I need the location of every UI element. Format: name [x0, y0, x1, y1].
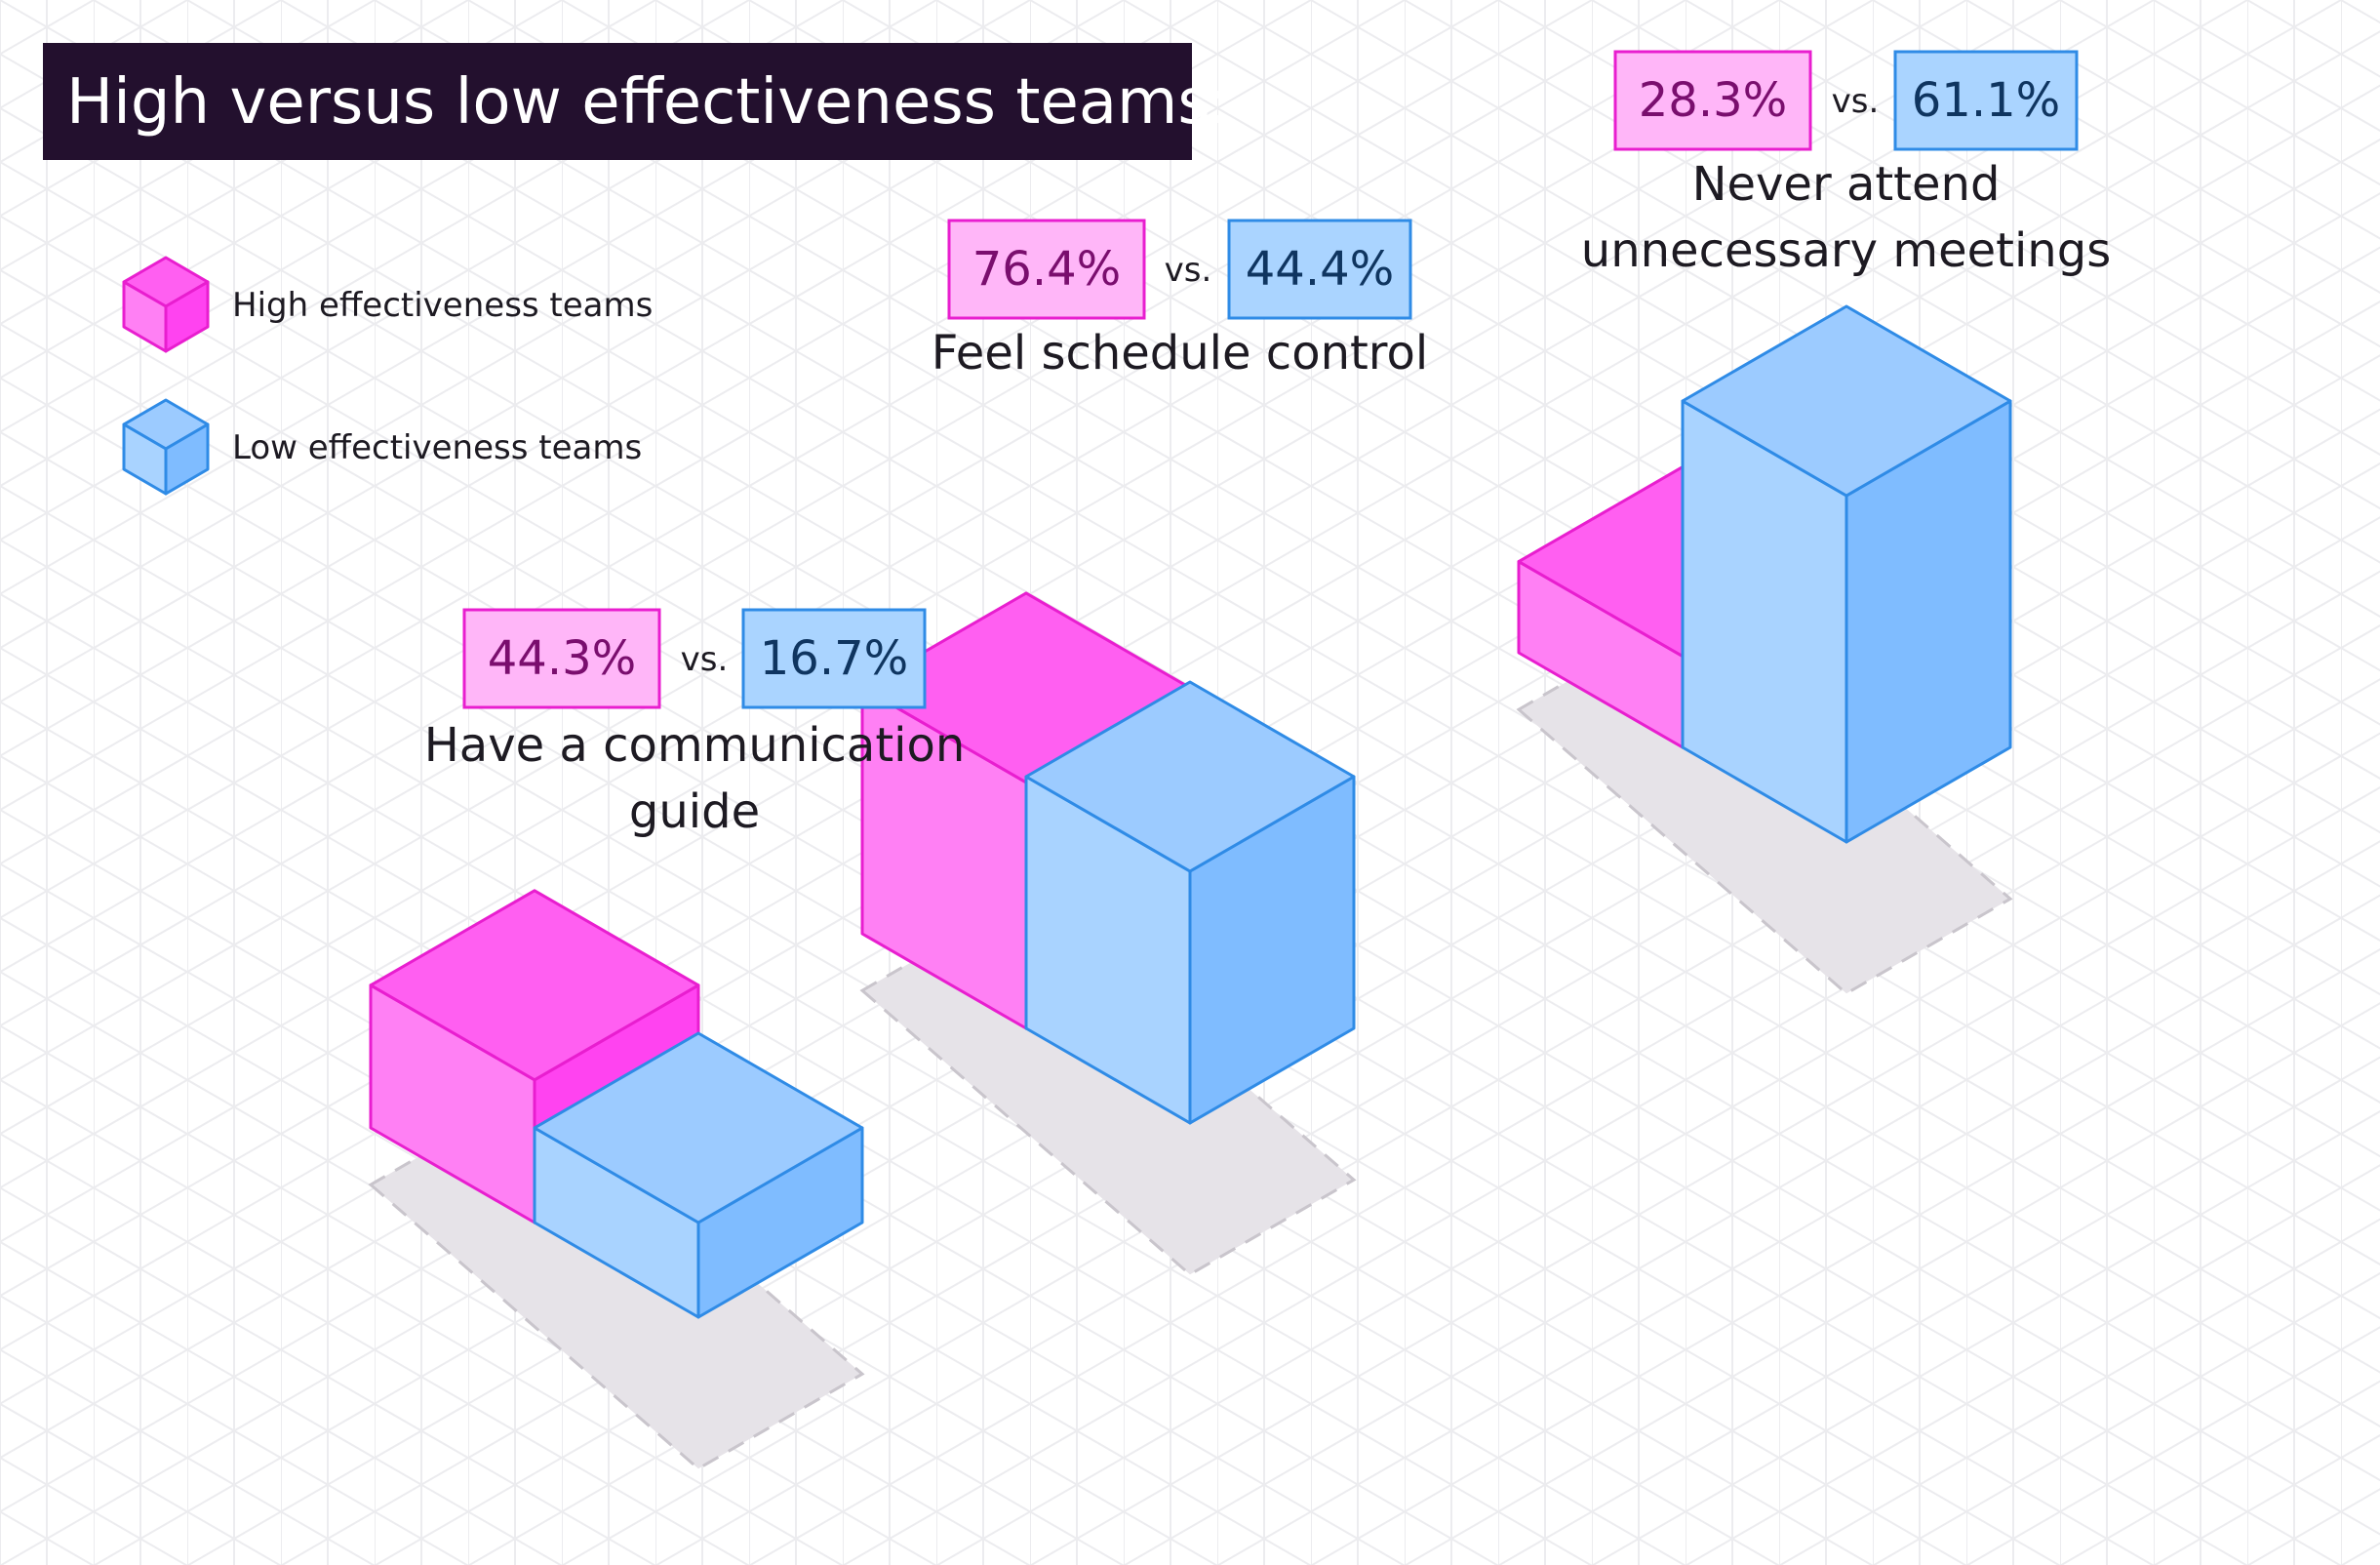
vs-label-1: vs.	[681, 640, 729, 679]
value-label-high-3: 28.3%	[1639, 73, 1787, 128]
title-background	[43, 43, 1192, 160]
value-label-high-box-3	[1613, 50, 1812, 151]
value-label-low-box-1	[741, 608, 927, 709]
value-label-low-box-2	[1227, 219, 1412, 320]
legend: High effectiveness teams Low effectivene…	[122, 256, 653, 496]
value-label-low-3: 61.1%	[1912, 73, 2060, 128]
bars-layer	[368, 304, 2013, 1471]
vs-label-2: vs.	[1165, 251, 1212, 290]
bar-group-3	[1516, 304, 2013, 996]
category-label-2-line-1: Feel schedule control	[932, 326, 1428, 381]
legend-item-high: High effectiveness teams	[122, 256, 653, 353]
category-labels-3: 28.3% vs. 61.1% Never attend unnecessary mee…	[1581, 50, 2111, 278]
value-label-high-box-1	[462, 608, 661, 709]
bar-low-1	[533, 1031, 864, 1319]
bar-low-2-top-face	[1024, 680, 1356, 873]
category-label-1-line-2: guide	[629, 784, 760, 839]
legend-label-high: High effectiveness teams	[232, 286, 653, 325]
value-label-high-1: 44.3%	[488, 631, 636, 686]
bar-low-3-top-face	[1681, 304, 2012, 498]
title-block: High versus low effectiveness teams:	[43, 43, 1231, 160]
chart-title: High versus low effectiveness teams:	[66, 66, 1231, 139]
category-label-3-line-1: Never attend	[1692, 157, 2001, 212]
pink-cube-icon	[122, 256, 210, 353]
blue-cube-icon	[122, 398, 210, 496]
legend-item-low: Low effectiveness teams	[122, 398, 642, 496]
bar-low-1-top-face	[533, 1031, 864, 1224]
category-labels-2: 76.4% vs. 44.4% Feel schedule control	[932, 219, 1428, 381]
value-label-low-1: 16.7%	[760, 631, 908, 686]
vs-label-3: vs.	[1832, 82, 1880, 121]
category-labels-1: 44.3% vs. 16.7% Have a communication guide	[424, 608, 966, 839]
bar-low-2	[1024, 680, 1356, 1125]
category-label-3-line-2: unnecessary meetings	[1581, 223, 2111, 278]
value-label-low-2: 44.4%	[1246, 242, 1394, 297]
legend-label-low: Low effectiveness teams	[232, 428, 642, 467]
bar-group-1	[368, 889, 865, 1471]
value-label-low-box-3	[1893, 50, 2079, 151]
category-label-1-line-1: Have a communication	[424, 718, 966, 773]
value-label-high-2: 76.4%	[972, 242, 1121, 297]
bar-low-3	[1681, 304, 2012, 844]
value-label-high-box-2	[947, 219, 1146, 320]
labels-layer: 44.3% vs. 16.7% Have a communication guide 76…	[424, 50, 2111, 839]
bar-high-1-top-face	[369, 889, 700, 1082]
bar-group-2	[859, 591, 1357, 1277]
